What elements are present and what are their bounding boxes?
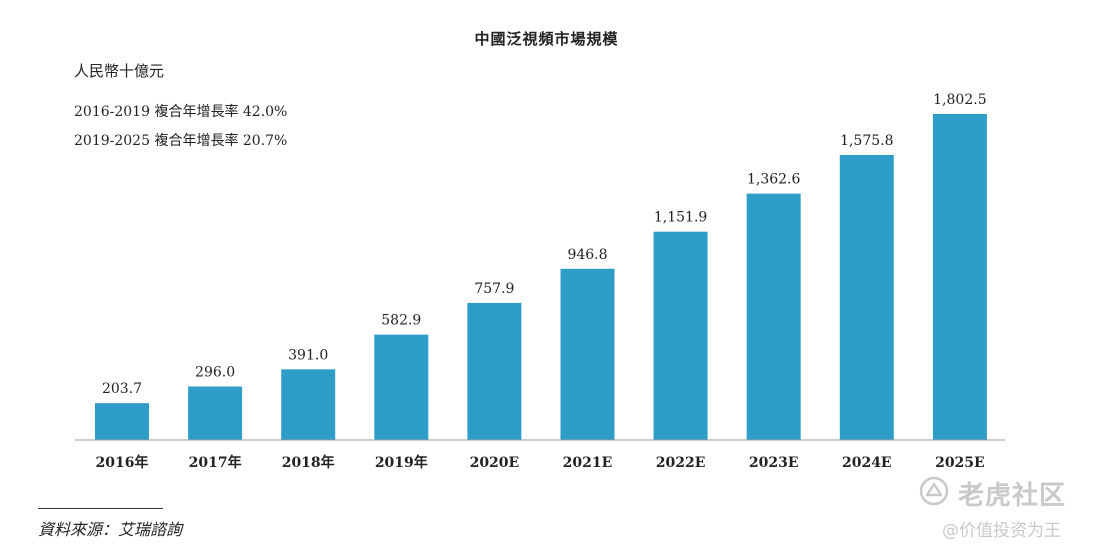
bar-2020E <box>467 302 522 440</box>
bar-value-label: 757.9 <box>474 281 514 297</box>
source-divider <box>38 508 163 509</box>
bar-value-label: 391.0 <box>288 347 328 363</box>
x-tick-label: 2016年 <box>96 454 149 471</box>
bar-value-label: 1,362.6 <box>747 172 801 188</box>
bar-2024E <box>839 155 894 440</box>
cagr-annotation-2019-2025: 2019-2025 複合年增長率 20.7% <box>74 133 288 149</box>
bar-2025E <box>932 114 987 440</box>
bar-2017年 <box>188 386 243 440</box>
y-axis-unit-label: 人民幣十億元 <box>74 62 165 80</box>
bars-layer: 203.7 2016年 296.0 2017年 391.0 2018年 582.9 2019年… <box>95 92 987 471</box>
bar-2023E <box>746 193 801 440</box>
x-tick-label: 2022E <box>656 455 706 471</box>
x-tick-label: 2018年 <box>282 454 335 471</box>
bar-2016年 <box>95 403 149 440</box>
x-tick-label: 2024E <box>842 455 892 471</box>
x-tick-label: 2017年 <box>189 454 242 471</box>
bar-value-label: 203.7 <box>102 381 142 397</box>
x-tick-label: 2019年 <box>375 454 428 471</box>
bar-value-label: 582.9 <box>381 313 421 329</box>
bar-value-label: 1,151.9 <box>654 210 707 226</box>
source-note: 資料來源：艾瑞諮詢 <box>38 520 183 539</box>
watermark-brand-text: 老虎社区 <box>958 481 1067 511</box>
bar-value-label: 296.0 <box>195 365 235 381</box>
bar-value-label: 946.8 <box>567 247 607 263</box>
bar-value-label: 1,802.5 <box>933 92 986 108</box>
x-tick-label: 2021E <box>563 455 613 471</box>
bar-2018年 <box>281 369 336 440</box>
x-tick-label: 2023E <box>749 455 799 471</box>
x-tick-label: 2020E <box>470 455 520 471</box>
x-tick-label: 2025E <box>935 455 985 471</box>
chart-title: 中國泛視頻市場規模 <box>474 30 619 48</box>
tiger-logo-icon <box>919 476 949 506</box>
bar-2019年 <box>374 334 429 440</box>
bar-2022E <box>653 231 708 440</box>
bar-2021E <box>560 268 615 440</box>
cagr-annotation-2016-2019: 2016-2019 複合年增長率 42.0% <box>74 104 288 120</box>
watermark-handle: @价值投资为王 <box>942 521 1061 541</box>
bar-value-label: 1,575.8 <box>840 133 893 149</box>
watermark-brand: 老虎社区 <box>918 473 1078 511</box>
